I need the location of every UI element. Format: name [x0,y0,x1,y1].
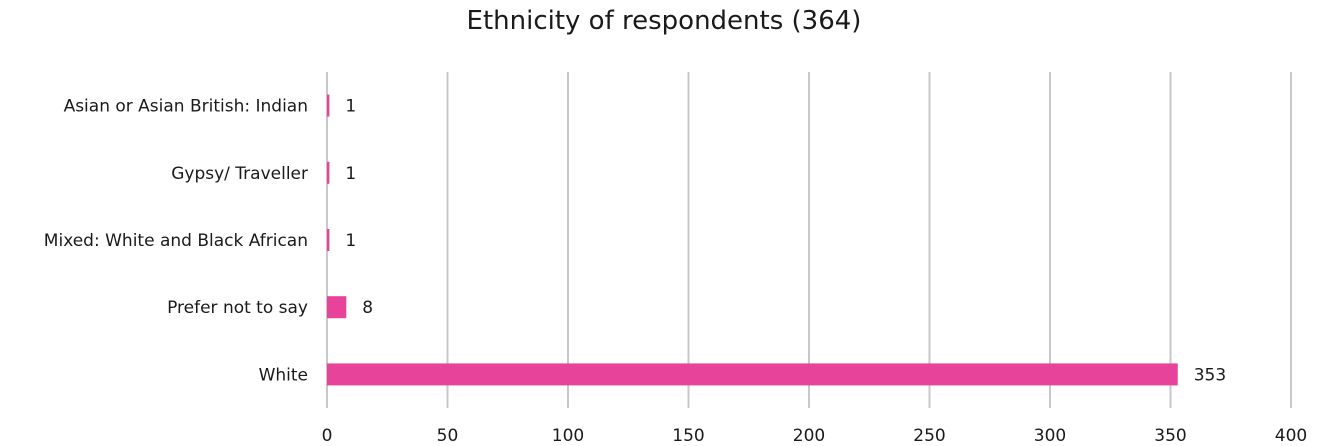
x-tick-label: 150 [672,426,704,446]
x-tick-label: 400 [1275,426,1307,446]
category-label: Asian or Asian British: Indian [64,97,308,117]
bar [327,296,347,319]
chart-title: Ethnicity of respondents (364) [466,6,862,36]
x-tick-label: 50 [437,426,459,446]
bar [327,229,330,251]
bar [327,363,1178,386]
data-label: 8 [362,298,373,318]
bar [327,94,330,117]
bar [327,161,330,184]
data-label: 1 [345,231,356,251]
x-tick-label: 200 [793,426,825,446]
category-label: Mixed: White and Black African [44,231,308,251]
x-tick-label: 100 [552,426,584,446]
x-axis-ticks: 0 50 100 150 200 250 300 350 400 [322,426,1308,446]
x-tick-label: 300 [1034,426,1066,446]
gridlines [326,72,1292,408]
category-label: Prefer not to say [167,298,308,318]
x-tick-label: 350 [1154,426,1186,446]
category-label: Gypsy/ Traveller [171,164,308,184]
data-label: 353 [1194,365,1226,385]
data-label: 1 [345,164,356,184]
bars [327,94,1178,386]
x-tick-label: 0 [322,426,333,446]
category-label: White [259,365,308,385]
data-label: 1 [345,97,356,117]
value-labels: 1 1 1 8 353 [345,97,1226,386]
category-labels: Asian or Asian British: Indian Gypsy/ Tra… [44,97,308,386]
x-tick-label: 250 [913,426,945,446]
